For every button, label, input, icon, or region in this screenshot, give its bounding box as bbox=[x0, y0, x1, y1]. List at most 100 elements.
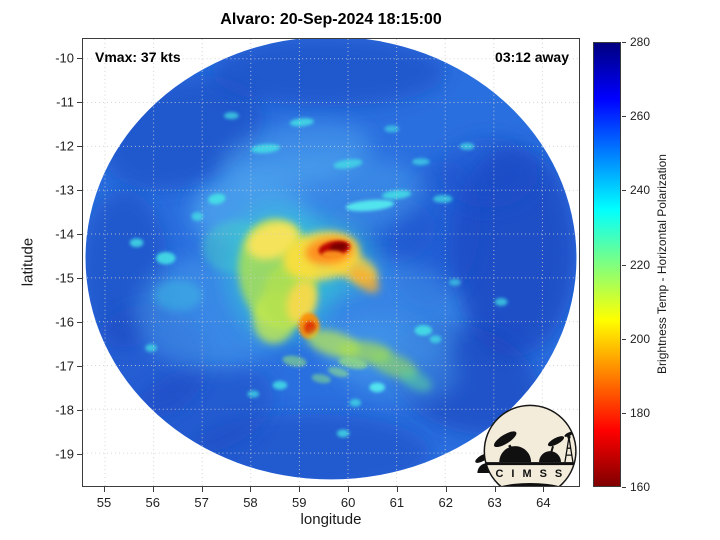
heat-feature bbox=[304, 321, 316, 335]
heat-feature bbox=[191, 212, 204, 221]
y-tick bbox=[77, 233, 82, 235]
cimss-logo-text: C I M S S bbox=[496, 468, 565, 480]
y-tick bbox=[77, 57, 82, 59]
x-tick bbox=[201, 487, 203, 492]
y-tick bbox=[77, 453, 82, 455]
heat-feature bbox=[272, 380, 288, 390]
heat-feature bbox=[217, 122, 372, 189]
y-tick-label: -18 bbox=[55, 402, 74, 418]
heat-feature bbox=[247, 390, 260, 398]
heat-feature bbox=[494, 297, 508, 306]
heat-feature bbox=[250, 144, 280, 154]
heat-feature bbox=[345, 199, 395, 212]
heat-feature bbox=[208, 193, 226, 205]
heat-feature bbox=[333, 159, 363, 169]
heat-feature bbox=[224, 112, 239, 120]
heat-feature bbox=[400, 370, 432, 392]
cimss-logo: C I M S S bbox=[475, 404, 577, 486]
colorbar-tick bbox=[622, 190, 626, 192]
y-tick-label: -14 bbox=[55, 226, 74, 242]
x-tick bbox=[396, 487, 398, 492]
heat-feature bbox=[329, 242, 347, 252]
y-tick-label: -16 bbox=[55, 314, 74, 330]
heat-feature bbox=[414, 325, 433, 336]
colorbar-tick bbox=[622, 42, 626, 43]
heat-feature bbox=[129, 238, 144, 248]
x-tick bbox=[299, 487, 301, 492]
x-tick-label: 60 bbox=[340, 495, 356, 510]
heat-feature bbox=[286, 280, 318, 324]
satellite-swath-image: C I M S S bbox=[83, 39, 579, 486]
colorbar-tick-label: 180 bbox=[630, 405, 651, 420]
heat-feature bbox=[349, 398, 362, 407]
colorbar-tick bbox=[622, 338, 626, 340]
vmax-annotation: Vmax: 37 kts bbox=[95, 49, 181, 65]
y-tick-label: -10 bbox=[55, 50, 74, 66]
heat-feature bbox=[156, 251, 176, 265]
y-tick bbox=[77, 365, 82, 367]
y-tick bbox=[77, 101, 82, 103]
y-tick bbox=[77, 277, 82, 279]
y-tick-label: -13 bbox=[55, 182, 74, 198]
x-tick bbox=[445, 487, 447, 492]
colorbar-tick bbox=[622, 116, 626, 118]
x-tick-label: 62 bbox=[438, 495, 453, 510]
colorbar-tick bbox=[622, 264, 626, 266]
y-tick bbox=[77, 409, 82, 411]
x-axis-label: longitude bbox=[300, 511, 362, 528]
heat-feature bbox=[384, 125, 400, 133]
x-tick-label: 56 bbox=[145, 495, 161, 510]
colorbar-tick-label: 280 bbox=[630, 35, 651, 49]
x-tick-label: 57 bbox=[194, 495, 209, 510]
y-tick bbox=[77, 321, 82, 323]
heat-feature bbox=[336, 429, 350, 438]
grid bbox=[83, 39, 579, 486]
heat-feature bbox=[449, 278, 461, 286]
y-tick bbox=[77, 145, 82, 147]
heat-feature bbox=[321, 250, 344, 259]
colorbar-tick-label: 220 bbox=[630, 257, 651, 272]
heat-feature bbox=[412, 158, 430, 166]
x-tick-label: 64 bbox=[536, 495, 551, 510]
heat-feature bbox=[282, 355, 307, 367]
heat-feature bbox=[246, 221, 299, 260]
x-tick bbox=[152, 487, 154, 492]
y-tick-label: -15 bbox=[55, 270, 74, 286]
heat-feature bbox=[289, 118, 314, 127]
y-axis-label: latitude bbox=[19, 237, 37, 287]
y-tick-label: -11 bbox=[56, 94, 74, 110]
heat-feature bbox=[145, 344, 157, 352]
y-tick bbox=[77, 189, 82, 191]
colorbar-tick-label: 240 bbox=[630, 183, 651, 198]
colorbar bbox=[593, 42, 621, 487]
x-tick bbox=[543, 487, 545, 492]
plot-title: Alvaro: 20-Sep-2024 18:15:00 bbox=[220, 11, 442, 28]
colorbar-label: Brightness Temp - Horizontal Polarizatio… bbox=[655, 154, 669, 374]
heat-feature bbox=[433, 195, 453, 203]
colorbar-tick-label: 260 bbox=[630, 109, 651, 124]
heat-feature bbox=[440, 137, 538, 208]
heat-feature bbox=[350, 267, 380, 293]
heat-feature bbox=[211, 39, 446, 107]
heat-feature bbox=[338, 357, 368, 370]
heat-feature bbox=[459, 142, 475, 150]
x-tick bbox=[103, 487, 105, 492]
x-tick-label: 63 bbox=[487, 495, 502, 510]
x-tick-label: 55 bbox=[96, 495, 112, 510]
x-tick bbox=[250, 487, 252, 492]
colorbar-tick bbox=[622, 487, 626, 488]
colorbar-tick bbox=[622, 412, 626, 414]
y-tick-label: -17 bbox=[55, 358, 74, 374]
y-tick-label: -12 bbox=[55, 138, 74, 154]
y-tick-label: -19 bbox=[55, 446, 74, 462]
x-tick bbox=[348, 487, 350, 492]
heat-feature bbox=[153, 280, 203, 311]
plot-area: C I M S S Vmax: 37 kts 03:12 away bbox=[82, 38, 580, 487]
x-tick-label: 58 bbox=[243, 495, 258, 510]
eta-annotation: 03:12 away bbox=[495, 49, 569, 65]
colorbar-tick-label: 200 bbox=[630, 331, 651, 346]
x-tick-label: 59 bbox=[292, 495, 307, 510]
heat-feature bbox=[311, 373, 331, 384]
x-tick bbox=[494, 487, 496, 492]
